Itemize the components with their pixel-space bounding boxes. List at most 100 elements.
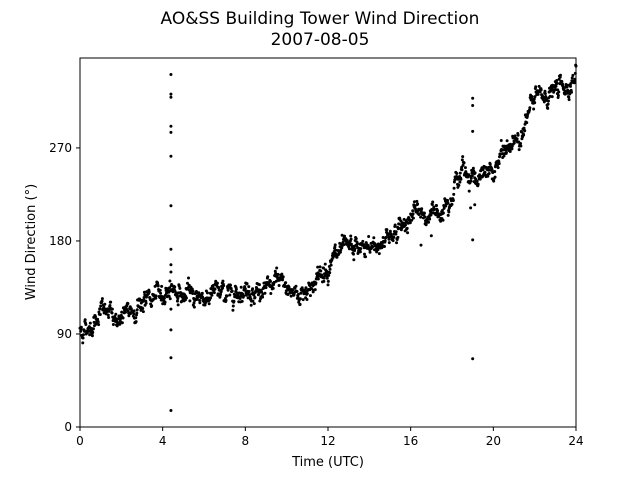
data-point bbox=[441, 211, 445, 215]
data-point bbox=[447, 210, 451, 214]
data-point bbox=[340, 233, 344, 237]
data-point bbox=[419, 215, 423, 219]
data-point bbox=[316, 265, 320, 269]
data-point bbox=[458, 180, 462, 184]
data-point bbox=[533, 101, 537, 105]
data-point bbox=[308, 284, 312, 288]
data-point bbox=[431, 200, 435, 204]
data-point bbox=[471, 166, 475, 170]
data-point bbox=[252, 302, 256, 306]
data-point bbox=[471, 357, 475, 361]
data-point bbox=[522, 126, 526, 130]
data-point bbox=[284, 281, 288, 285]
data-point bbox=[158, 288, 162, 292]
data-point bbox=[533, 95, 537, 99]
data-point bbox=[429, 234, 433, 238]
data-point bbox=[305, 292, 309, 296]
data-point bbox=[245, 282, 249, 286]
data-point bbox=[242, 294, 246, 298]
data-point bbox=[395, 241, 399, 245]
data-point bbox=[358, 250, 362, 254]
data-point bbox=[463, 166, 467, 170]
data-point bbox=[264, 286, 268, 290]
data-point bbox=[394, 232, 398, 236]
x-tick-label: 16 bbox=[403, 434, 418, 448]
data-point bbox=[439, 219, 443, 223]
data-point bbox=[169, 408, 173, 412]
data-point bbox=[326, 279, 330, 283]
data-point bbox=[405, 226, 409, 230]
data-point bbox=[304, 286, 308, 290]
data-point bbox=[100, 297, 104, 301]
x-tick-label: 0 bbox=[76, 434, 84, 448]
data-point bbox=[147, 290, 151, 294]
data-point bbox=[461, 163, 465, 167]
data-point bbox=[567, 98, 571, 102]
data-point bbox=[103, 302, 107, 306]
data-point bbox=[79, 325, 83, 329]
data-point bbox=[567, 95, 571, 99]
data-point bbox=[329, 263, 333, 267]
data-point bbox=[460, 168, 464, 172]
data-point bbox=[394, 230, 398, 234]
data-point bbox=[221, 279, 225, 283]
data-point bbox=[251, 287, 255, 291]
data-point bbox=[550, 95, 554, 99]
data-point bbox=[169, 328, 173, 332]
data-point bbox=[316, 277, 320, 281]
data-point bbox=[215, 281, 219, 285]
data-point bbox=[261, 295, 265, 299]
data-point bbox=[556, 94, 560, 98]
data-point bbox=[88, 321, 92, 325]
data-point bbox=[257, 283, 261, 287]
data-point bbox=[230, 289, 234, 293]
data-point bbox=[377, 252, 381, 256]
data-point bbox=[530, 94, 534, 98]
data-point bbox=[160, 284, 164, 288]
y-tick-label: 90 bbox=[57, 327, 72, 341]
data-point bbox=[570, 90, 574, 94]
data-point bbox=[367, 235, 371, 239]
data-point bbox=[120, 310, 124, 314]
data-point bbox=[490, 168, 494, 172]
data-point bbox=[169, 130, 173, 134]
data-point bbox=[392, 235, 396, 239]
data-point bbox=[469, 179, 473, 183]
data-point bbox=[296, 292, 300, 296]
data-point bbox=[499, 138, 503, 142]
data-point bbox=[234, 287, 238, 291]
data-point bbox=[343, 234, 347, 238]
data-point bbox=[243, 287, 247, 291]
data-point bbox=[492, 179, 496, 183]
data-point bbox=[505, 139, 509, 143]
data-point bbox=[528, 106, 532, 110]
data-point bbox=[205, 291, 209, 295]
data-point bbox=[470, 174, 474, 178]
data-point bbox=[546, 102, 550, 106]
data-point bbox=[247, 285, 251, 289]
data-point bbox=[537, 84, 541, 88]
data-point bbox=[429, 213, 433, 217]
data-point bbox=[555, 78, 559, 82]
data-point bbox=[385, 228, 389, 232]
x-axis-ticks: 0 4 8 12 16 20 24 bbox=[76, 427, 584, 448]
data-point bbox=[432, 208, 436, 212]
data-point bbox=[559, 73, 562, 77]
data-point bbox=[185, 281, 189, 285]
data-point bbox=[276, 272, 280, 276]
data-point bbox=[406, 231, 410, 235]
data-point bbox=[210, 293, 214, 297]
data-point bbox=[169, 247, 173, 251]
data-point bbox=[81, 336, 85, 340]
data-point bbox=[213, 287, 217, 291]
data-point bbox=[219, 292, 223, 296]
data-point bbox=[469, 176, 473, 180]
data-point bbox=[408, 221, 412, 225]
data-point bbox=[543, 89, 547, 93]
data-point bbox=[525, 121, 529, 125]
data-point bbox=[249, 297, 253, 301]
data-point bbox=[424, 223, 428, 227]
data-point bbox=[247, 289, 251, 293]
chart-title: AO&SS Building Tower Wind Direction bbox=[161, 9, 480, 29]
data-point bbox=[560, 80, 564, 83]
